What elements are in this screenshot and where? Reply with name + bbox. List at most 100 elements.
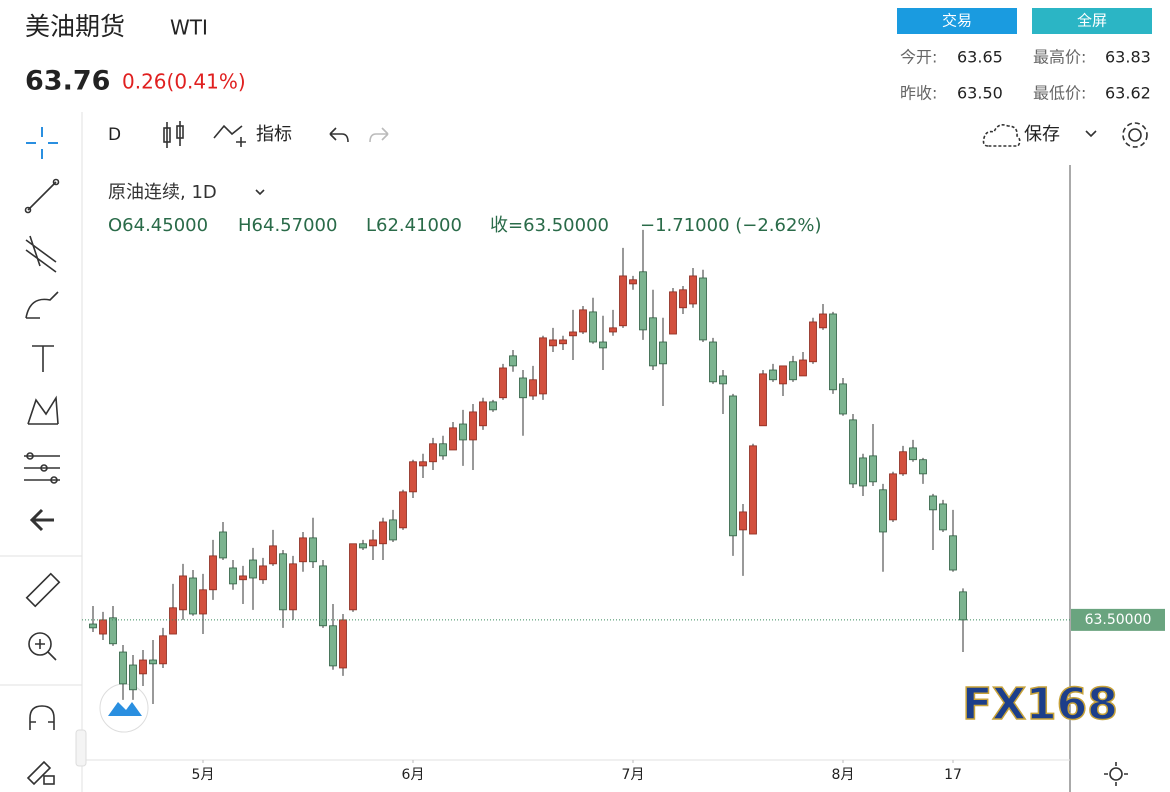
x-tick-label: 8月 (832, 767, 855, 783)
x-tick-label: 17 (944, 767, 962, 783)
candle-body (429, 443, 437, 463)
candle-body (749, 445, 757, 535)
candle-body (239, 575, 247, 581)
legend-values: O64.45000 H64.57000 L62.41000 收=63.50000… (108, 215, 822, 236)
candle-body (639, 271, 647, 331)
undo[interactable] (329, 127, 349, 143)
change: 0.26(0.41%) (122, 70, 246, 94)
candle-body (919, 459, 927, 475)
settings[interactable] (1122, 122, 1148, 148)
fullscreen-button-label[interactable]: 全屏 (1077, 12, 1107, 30)
candle-body (959, 591, 967, 621)
candle-body (469, 411, 477, 441)
candle-body (799, 359, 807, 377)
stat-value: 63.50 (957, 84, 1003, 103)
stat-label: 最低价: (1033, 84, 1086, 103)
interval[interactable]: D (108, 125, 121, 145)
redo[interactable] (369, 127, 389, 143)
price: 63.76 (25, 66, 110, 97)
candle-body (449, 427, 457, 451)
candle-body (769, 369, 777, 381)
legend-low: L62.41000 (366, 215, 462, 236)
candle-body (899, 451, 907, 475)
indicators[interactable]: 指标 (256, 124, 292, 145)
save[interactable]: 保存 (1024, 124, 1060, 145)
candle-body (909, 447, 917, 461)
candle-body (269, 545, 277, 565)
candle-body (119, 651, 127, 685)
stat-label: 最高价: (1033, 48, 1086, 67)
fullscreen-button[interactable] (1032, 8, 1152, 34)
last-price-tag (1071, 608, 1165, 631)
legend-high: H64.57000 (238, 215, 337, 236)
candle-body (219, 531, 227, 559)
trade-button[interactable] (897, 8, 1017, 34)
candle-body (859, 457, 867, 487)
candle-body (649, 317, 657, 367)
candle-body (939, 503, 947, 531)
candle-body (139, 659, 147, 675)
candle-body (229, 567, 237, 585)
x-tick-label: 7月 (622, 767, 645, 783)
candle-body (399, 491, 407, 529)
candle-body (949, 535, 957, 571)
candle-body (789, 361, 797, 381)
candle-body (549, 339, 557, 347)
legend-open: O64.45000 (108, 215, 208, 236)
indicator-icon[interactable] (213, 124, 246, 147)
candle-body (569, 331, 577, 337)
legend-close: 收=63.50000 (490, 215, 609, 236)
candle-body (379, 521, 387, 545)
save-menu[interactable] (1085, 130, 1097, 138)
candle-body (259, 565, 267, 581)
chart-type-icon[interactable] (163, 121, 184, 148)
candle-body (889, 473, 897, 521)
cloud-icon[interactable] (982, 124, 1021, 147)
candle-body (509, 355, 517, 367)
candle-body (289, 563, 297, 611)
candle-body (369, 539, 377, 547)
candle-body (879, 489, 887, 533)
candle-body (349, 543, 357, 611)
candle-body (339, 619, 347, 669)
candle-body (489, 401, 497, 411)
crosshair-tool[interactable] (26, 127, 58, 159)
logo-icon (108, 702, 142, 716)
x-tick-label: 5月 (192, 767, 215, 783)
candle-body (819, 313, 827, 329)
candle-body (199, 589, 207, 615)
candle-body (319, 565, 327, 627)
candle-body (249, 559, 257, 579)
candle-body (699, 277, 707, 341)
candle-body (189, 577, 197, 615)
candle-body (559, 339, 567, 345)
candle-body (589, 311, 597, 343)
collapse-handle[interactable] (75, 729, 87, 767)
stat-label: 今开: (900, 48, 937, 67)
trade-button-label[interactable]: 交易 (942, 12, 972, 30)
candle-body (709, 341, 717, 383)
legend-menu[interactable] (255, 189, 265, 196)
axis-settings[interactable] (1104, 762, 1128, 786)
candle-body (159, 635, 167, 665)
candle-body (929, 495, 937, 511)
candle-body (629, 279, 637, 285)
candle-body (389, 519, 397, 541)
candle-body (479, 401, 487, 427)
plot: 5月 6月 7月 8月 17 (82, 229, 1070, 783)
drawing-tools[interactable] (24, 178, 61, 786)
x-tick-label: 6月 (402, 767, 425, 783)
candle-body (209, 555, 217, 591)
legend-name: 原油连续, 1D (108, 182, 217, 203)
candle-body (539, 337, 547, 395)
stat-value: 63.65 (957, 48, 1003, 67)
candle-body (409, 461, 417, 493)
candle-body (129, 664, 137, 691)
candle-body (739, 511, 747, 531)
candle-body (309, 537, 317, 563)
candle-body (149, 659, 157, 665)
candle-body (499, 367, 507, 399)
candle-body (279, 553, 287, 611)
candle-body (669, 291, 677, 335)
